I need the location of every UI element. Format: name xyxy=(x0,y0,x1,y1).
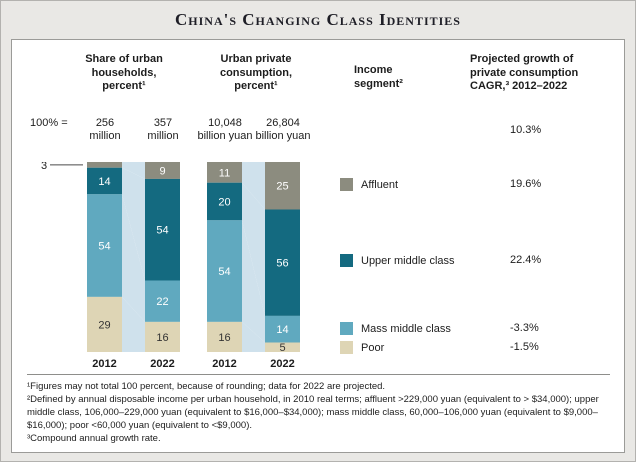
cagr-affluent: 19.6% xyxy=(510,178,542,190)
footnotes: ¹Figures may not total 100 percent, beca… xyxy=(27,380,613,445)
legend-item-affluent: Affluent xyxy=(340,178,398,191)
svg-text:16: 16 xyxy=(218,332,230,344)
legend-swatch-affluent xyxy=(340,178,353,191)
svg-text:5: 5 xyxy=(279,342,285,354)
svg-text:29: 29 xyxy=(98,319,110,331)
exhibit-title: China's Changing Class Identities xyxy=(175,10,461,29)
column-header-urban-households: Share of urban households, percent¹ xyxy=(85,53,163,92)
svg-text:2022: 2022 xyxy=(270,358,294,370)
footnote-1: ¹Figures may not total 100 percent, beca… xyxy=(27,381,386,392)
svg-text:54: 54 xyxy=(218,266,230,278)
legend-swatch-upper-middle xyxy=(340,254,353,267)
legend-item-upper-middle: Upper middle class xyxy=(340,254,455,267)
svg-text:14: 14 xyxy=(276,324,288,336)
base-value-consumption-2022: 26,804 billion yuan xyxy=(255,117,311,142)
stacked-bar-chart-consumption: 11 20 54 16 2012 25 56 14 5 2022 xyxy=(207,162,300,370)
svg-text:54: 54 xyxy=(156,225,168,237)
svg-text:2022: 2022 xyxy=(150,358,174,370)
legend-label-affluent: Affluent xyxy=(361,178,399,191)
stacked-bar-chart-households: 3 14 54 29 2012 9 54 22 16 2022 xyxy=(41,162,180,370)
base-row-label: 100% = xyxy=(30,117,68,129)
column-header-private-consumption: Urban private consumption, percent¹ xyxy=(219,53,293,92)
column-header-projected-growth: Projected growth of private consumption … xyxy=(470,53,579,92)
svg-text:16: 16 xyxy=(156,332,168,344)
legend-swatch-mass-middle xyxy=(340,322,353,335)
chart-panel: Share of urban households, percent¹ Urba… xyxy=(11,39,625,453)
svg-text:25: 25 xyxy=(276,181,288,193)
svg-text:3: 3 xyxy=(41,162,47,172)
svg-text:56: 56 xyxy=(276,258,288,270)
cagr-upper-middle: 22.4% xyxy=(510,254,542,266)
base-value-consumption-2012: 10,048 billion yuan xyxy=(197,117,253,142)
legend-label-mass-middle: Mass middle class xyxy=(361,322,451,335)
base-value-households-2012: 256 million xyxy=(89,117,121,142)
legend-item-mass-middle: Mass middle class xyxy=(340,322,451,335)
cagr-poor: -1.5% xyxy=(510,341,539,353)
svg-text:9: 9 xyxy=(159,165,165,177)
footnote-divider xyxy=(27,374,610,375)
svg-text:11: 11 xyxy=(219,167,230,179)
cagr-mass-middle: -3.3% xyxy=(510,322,539,334)
legend-item-poor: Poor xyxy=(340,341,384,354)
column-header-income-segment: Income segment² xyxy=(354,64,403,90)
base-value-households-2022: 357 million xyxy=(147,117,179,142)
total-consumption-cagr: 10.3% xyxy=(510,124,542,136)
legend-swatch-poor xyxy=(340,341,353,354)
svg-text:22: 22 xyxy=(156,296,168,308)
svg-text:2012: 2012 xyxy=(92,358,116,370)
svg-text:2012: 2012 xyxy=(212,358,236,370)
svg-text:54: 54 xyxy=(98,241,110,253)
footnote-2: ²Defined by annual disposable income per… xyxy=(27,394,599,431)
legend-label-poor: Poor xyxy=(361,341,385,354)
footnote-3: ³Compound annual growth rate. xyxy=(27,433,161,444)
svg-text:20: 20 xyxy=(218,196,230,208)
svg-text:14: 14 xyxy=(98,176,110,188)
legend-label-upper-middle: Upper middle class xyxy=(361,254,455,267)
